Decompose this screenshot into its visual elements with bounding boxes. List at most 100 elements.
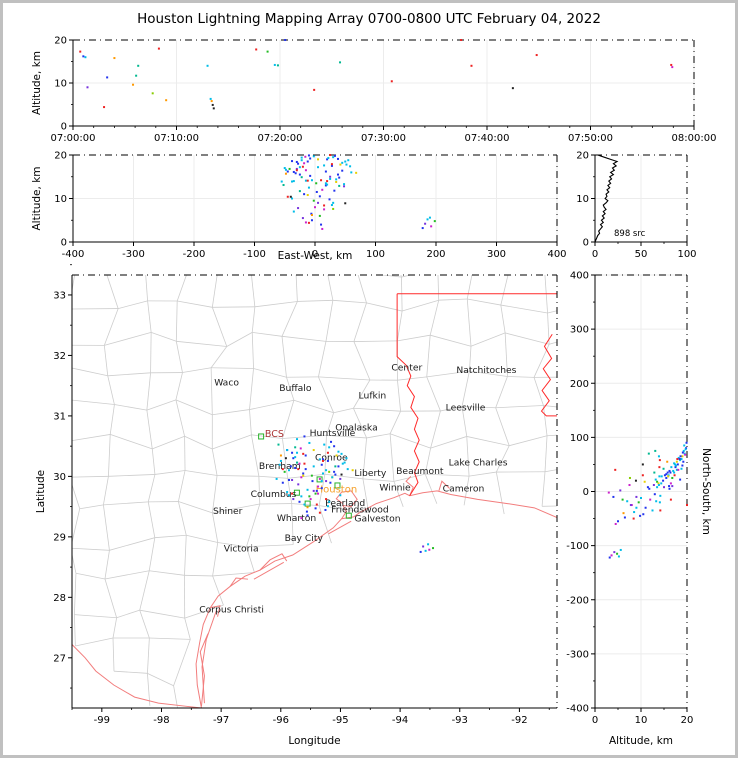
scatter-point xyxy=(665,473,668,476)
scatter-point xyxy=(304,169,307,172)
tick-label: -200 xyxy=(183,249,206,260)
county-line xyxy=(184,574,213,577)
scatter-point xyxy=(284,39,287,41)
scatter-point xyxy=(680,458,683,461)
county-line xyxy=(251,434,283,439)
county-line xyxy=(212,434,252,450)
county-line xyxy=(107,372,151,377)
scatter-point xyxy=(209,97,212,100)
scatter-point xyxy=(422,545,425,548)
scatter-point xyxy=(317,166,320,169)
city-label-waco: Waco xyxy=(214,378,239,389)
county-line xyxy=(217,475,259,477)
scatter-point xyxy=(321,188,324,191)
county-line xyxy=(439,236,472,241)
county-line xyxy=(149,637,191,640)
county-line xyxy=(379,275,402,278)
scatter-point xyxy=(300,176,303,179)
county-line xyxy=(212,575,224,606)
scatter-point xyxy=(648,487,651,490)
tick-label: 0 xyxy=(583,238,589,249)
scatter-point xyxy=(292,170,295,173)
scatter-point xyxy=(321,472,324,475)
county-line xyxy=(75,572,106,580)
time-height-points xyxy=(79,39,674,110)
scatter-point xyxy=(329,154,332,156)
scatter-point xyxy=(675,460,678,463)
county-line xyxy=(281,336,287,378)
scatter-point xyxy=(511,87,514,90)
scatter-point xyxy=(323,164,326,167)
tick-label: -93 xyxy=(452,715,468,726)
scatter-point xyxy=(623,516,626,519)
county-line xyxy=(353,340,398,342)
county-line xyxy=(69,345,70,368)
county-line xyxy=(606,381,610,408)
scatter-point xyxy=(165,99,168,102)
scatter-point xyxy=(325,480,328,483)
scatter-point xyxy=(320,179,323,182)
scatter-point xyxy=(328,198,331,201)
county-line xyxy=(401,275,413,278)
scatter-point xyxy=(135,74,138,77)
ns-height-points xyxy=(607,441,688,559)
scatter-point xyxy=(320,480,323,483)
scatter-point xyxy=(682,449,685,452)
scatter-point xyxy=(390,80,393,83)
county-line xyxy=(324,473,363,480)
tick-label: 20 xyxy=(54,36,67,47)
scatter-point xyxy=(670,63,673,66)
scatter-point xyxy=(318,511,321,514)
county-line xyxy=(211,367,254,369)
scatter-point xyxy=(328,500,331,503)
scatter-point xyxy=(674,464,677,467)
scatter-point xyxy=(674,463,677,466)
state-border-line xyxy=(540,333,557,417)
scatter-point xyxy=(617,555,620,558)
scatter-point xyxy=(351,469,354,472)
scatter-point xyxy=(327,157,330,160)
county-line xyxy=(154,470,186,475)
county-line xyxy=(469,471,497,477)
scatter-point xyxy=(276,64,279,67)
county-line xyxy=(470,332,506,347)
scatter-point xyxy=(668,485,671,488)
scatter-point xyxy=(642,513,645,516)
county-line xyxy=(173,639,191,686)
scatter-point xyxy=(292,210,295,213)
scatter-point xyxy=(287,479,290,482)
county-line xyxy=(104,331,152,346)
city-label-winnie: Winnie xyxy=(379,482,411,493)
scatter-point xyxy=(320,463,323,466)
scatter-point xyxy=(674,466,677,469)
county-line xyxy=(211,448,218,476)
scatter-point xyxy=(289,195,292,198)
scatter-point xyxy=(683,452,686,455)
scatter-point xyxy=(298,173,301,176)
scatter-point xyxy=(291,479,294,482)
scatter-point xyxy=(304,179,307,182)
scatter-point xyxy=(300,159,303,162)
scatter-point xyxy=(666,471,669,474)
ns-panel-xlabel: Altitude, km xyxy=(609,735,673,747)
county-line xyxy=(212,542,219,576)
scatter-point xyxy=(286,195,289,198)
scatter-point xyxy=(333,445,336,448)
county-line xyxy=(495,405,544,409)
county-line xyxy=(461,406,496,409)
county-line xyxy=(440,406,463,412)
scatter-point xyxy=(637,501,640,504)
scatter-point xyxy=(617,520,619,523)
scatter-point xyxy=(266,50,269,53)
scatter-point xyxy=(671,485,674,488)
county-line xyxy=(114,404,147,411)
state-border-line xyxy=(396,293,420,496)
county-line xyxy=(389,411,401,434)
coastline xyxy=(259,553,288,571)
scatter-point xyxy=(296,438,299,441)
scatter-point xyxy=(336,173,339,176)
scatter-point xyxy=(332,207,335,210)
scatter-point xyxy=(292,180,295,183)
tick-label: -99 xyxy=(94,715,110,726)
scatter-point xyxy=(103,106,106,109)
